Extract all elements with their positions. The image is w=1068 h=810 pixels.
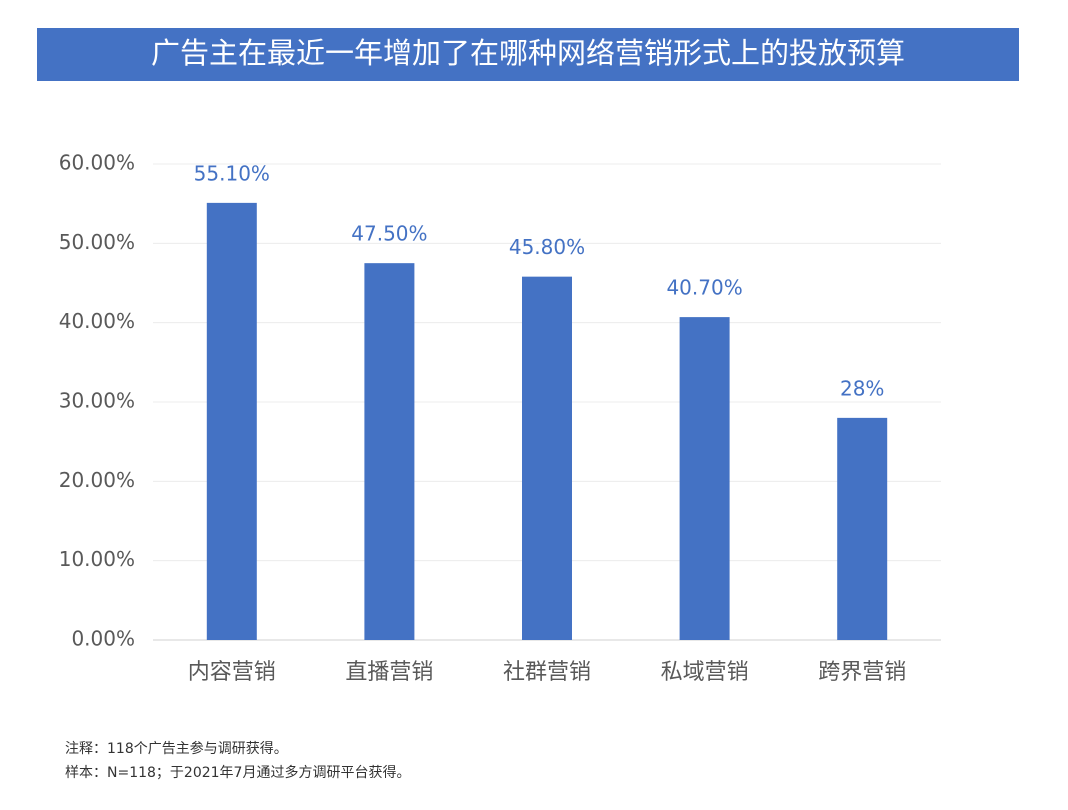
x-tick-label: 跨界营销 bbox=[818, 660, 906, 685]
data-label: 47.50% bbox=[351, 222, 427, 246]
bar bbox=[837, 417, 888, 640]
y-tick-label: 20.00% bbox=[59, 468, 135, 492]
note: 注释：118个广告主参与调研获得。 bbox=[65, 740, 288, 757]
y-tick-label: 40.00% bbox=[59, 309, 135, 333]
y-tick-label: 50.00% bbox=[59, 230, 135, 254]
title-banner bbox=[37, 28, 1019, 81]
x-tick-label: 社群营销 bbox=[503, 660, 591, 685]
y-tick-label: 30.00% bbox=[59, 389, 135, 413]
note: 样本：N=118；于2021年7月通过多方调研平台获得。 bbox=[65, 764, 410, 781]
chart-title: 广告主在最近一年增加了在哪种网络营销形式上的投放预算 bbox=[151, 36, 905, 70]
y-tick-label: 10.00% bbox=[59, 547, 135, 571]
data-label: 55.10% bbox=[194, 161, 270, 185]
x-tick-label: 直播营销 bbox=[345, 660, 433, 685]
x-tick-label: 内容营销 bbox=[188, 660, 276, 685]
y-tick-label: 0.00% bbox=[71, 627, 135, 651]
data-label: 45.80% bbox=[509, 235, 585, 259]
bar bbox=[364, 263, 415, 640]
x-tick-label: 私域营销 bbox=[661, 660, 749, 685]
bar bbox=[206, 202, 257, 640]
bar bbox=[679, 317, 730, 640]
bar bbox=[522, 276, 572, 640]
y-tick-label: 60.00% bbox=[59, 151, 135, 175]
data-label: 28% bbox=[840, 376, 884, 400]
data-label: 40.70% bbox=[666, 276, 742, 300]
